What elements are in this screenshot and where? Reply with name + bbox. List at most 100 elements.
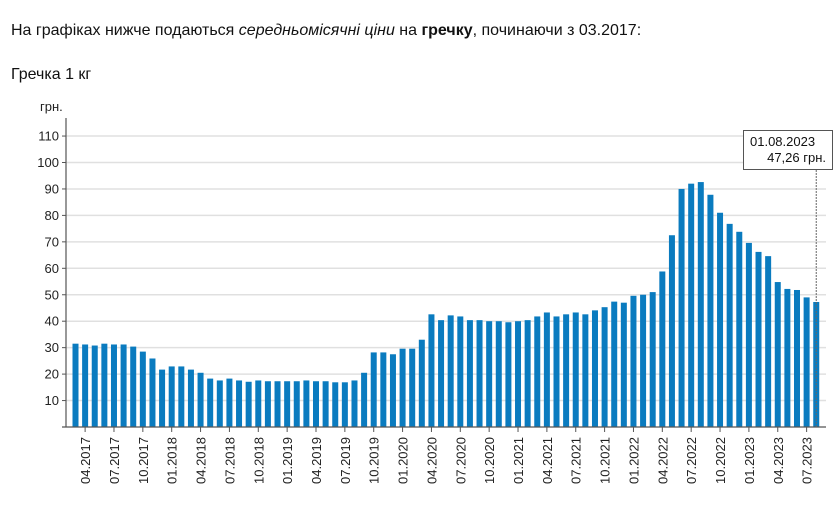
bar[interactable] (226, 378, 233, 427)
bar[interactable] (486, 321, 493, 427)
y-tick-label: 50 (45, 287, 59, 302)
bar[interactable] (264, 381, 271, 427)
bar[interactable] (91, 345, 98, 427)
bar[interactable] (322, 381, 329, 427)
bar[interactable] (438, 320, 445, 427)
bar[interactable] (495, 321, 502, 427)
bar[interactable] (380, 352, 387, 427)
bar[interactable] (582, 314, 589, 427)
x-tick-label: 07.2022 (684, 437, 699, 484)
bar[interactable] (284, 381, 291, 427)
bar[interactable] (563, 314, 570, 427)
y-tick-label: 80 (45, 208, 59, 223)
bar[interactable] (515, 321, 522, 427)
bar[interactable] (332, 382, 339, 427)
bar[interactable] (409, 348, 416, 427)
bar[interactable] (745, 242, 752, 427)
bar[interactable] (389, 354, 396, 427)
bar[interactable] (341, 382, 348, 427)
bar[interactable] (313, 381, 319, 427)
bar[interactable] (293, 381, 300, 427)
bar[interactable] (534, 316, 541, 427)
bar[interactable] (245, 381, 252, 427)
bar[interactable] (726, 223, 733, 427)
bar[interactable] (813, 301, 820, 427)
bar[interactable] (457, 316, 464, 427)
intro-italic: середньомісячні ціни (238, 22, 395, 39)
bar[interactable] (697, 182, 704, 427)
bar[interactable] (717, 212, 724, 427)
x-tick-label: 04.2023 (771, 437, 786, 484)
bar[interactable] (428, 314, 435, 427)
bar[interactable] (630, 295, 637, 427)
x-tick-label: 10.2018 (251, 437, 266, 484)
x-tick-label: 01.2021 (511, 437, 526, 484)
intro-part2: на (394, 22, 422, 39)
bar[interactable] (755, 251, 762, 427)
bar[interactable] (476, 320, 483, 427)
x-tick-label: 07.2017 (107, 437, 122, 484)
x-tick-label: 04.2017 (78, 437, 93, 484)
bar[interactable] (668, 235, 675, 427)
bar[interactable] (351, 380, 358, 427)
bar[interactable] (178, 366, 185, 427)
bar[interactable] (361, 372, 368, 427)
bar[interactable] (572, 312, 579, 427)
bar[interactable] (110, 344, 117, 427)
bar[interactable] (794, 289, 800, 427)
chart-title: Гречка 1 кг (11, 66, 92, 83)
x-tick-label: 10.2017 (136, 437, 151, 484)
x-tick-label: 01.2018 (165, 437, 180, 484)
bar[interactable] (784, 288, 791, 427)
x-tick-label: 07.2020 (453, 437, 468, 484)
bar[interactable] (399, 348, 406, 427)
bar[interactable] (591, 310, 598, 427)
bar[interactable] (149, 358, 156, 427)
bar[interactable] (774, 282, 781, 427)
bar[interactable] (765, 256, 772, 427)
bar[interactable] (303, 380, 310, 427)
x-tick-label: 01.2020 (396, 437, 411, 484)
bar[interactable] (130, 346, 137, 427)
bar[interactable] (274, 381, 281, 427)
bar[interactable] (505, 322, 512, 427)
bar[interactable] (187, 369, 194, 427)
bar[interactable] (659, 271, 666, 427)
bar[interactable] (216, 380, 223, 427)
bar[interactable] (736, 231, 743, 427)
bar[interactable] (803, 297, 810, 427)
bar[interactable] (207, 378, 214, 427)
bar[interactable] (620, 302, 627, 427)
bar[interactable] (82, 344, 89, 427)
bar[interactable] (524, 320, 531, 427)
bar[interactable] (601, 307, 608, 427)
bar[interactable] (466, 320, 473, 427)
bar[interactable] (707, 194, 714, 427)
bar[interactable] (72, 343, 79, 427)
bar[interactable] (553, 316, 560, 427)
bar[interactable] (688, 183, 695, 427)
intro-part3: , починаючи з 03.2017: (472, 22, 642, 39)
y-tick-label: 60 (45, 261, 59, 276)
bar[interactable] (543, 312, 550, 427)
bar[interactable] (168, 366, 175, 427)
bar[interactable] (447, 315, 454, 427)
x-tick-label: 07.2019 (338, 437, 353, 484)
bar[interactable] (139, 351, 146, 427)
bar[interactable] (159, 369, 166, 427)
y-tick-label: 110 (38, 129, 59, 144)
bar[interactable] (120, 344, 127, 427)
bar[interactable] (640, 294, 647, 427)
x-tick-label: 10.2021 (598, 437, 613, 484)
bar[interactable] (101, 343, 108, 427)
x-tick-label: 10.2019 (367, 437, 382, 484)
bar[interactable] (678, 188, 685, 427)
bar[interactable] (236, 380, 243, 427)
bar[interactable] (370, 352, 377, 427)
bar[interactable] (255, 380, 262, 427)
bar[interactable] (649, 292, 656, 427)
bar[interactable] (197, 372, 204, 427)
x-tick-label: 07.2021 (569, 437, 584, 484)
bar[interactable] (611, 301, 618, 427)
bar[interactable] (418, 339, 425, 427)
